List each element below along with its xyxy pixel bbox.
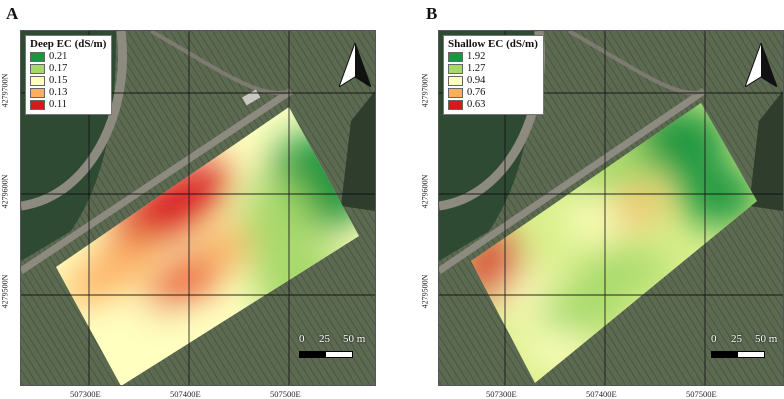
map-panel-a[interactable]: Deep EC (dS/m) 0.21 0.17 0.15 0.13 0.11 … (20, 30, 376, 386)
legend-swatch (30, 88, 45, 98)
legend-title: Shallow EC (dS/m) (448, 38, 538, 50)
scale-bar (711, 351, 765, 358)
legend-swatch (30, 52, 45, 62)
y-tick-label: 4279500N (0, 274, 10, 309)
scale-labels: 0 25 50 m (299, 333, 369, 347)
y-tick-label: 4279600N (0, 174, 10, 209)
north-arrow-icon (339, 43, 371, 87)
legend-swatch (448, 76, 463, 86)
x-tick-label: 507500E (270, 389, 301, 399)
y-tick-label: 4279500N (420, 274, 430, 309)
legend-label: 1.27 (467, 63, 486, 74)
x-tick-label: 507300E (70, 389, 101, 399)
legend-label: 0.11 (49, 99, 67, 110)
legend-label: 0.21 (49, 51, 68, 62)
legend-item: 1.27 (448, 63, 538, 75)
map-panel-b[interactable]: Shallow EC (dS/m) 1.92 1.27 0.94 0.76 0.… (438, 30, 784, 386)
north-arrow-icon (745, 43, 777, 87)
legend-swatch (448, 88, 463, 98)
legend-a: Deep EC (dS/m) 0.21 0.17 0.15 0.13 0.11 (25, 35, 113, 115)
scale-label-end: 50 m (343, 333, 366, 345)
legend-swatch (30, 64, 45, 74)
legend-title: Deep EC (dS/m) (30, 38, 107, 50)
y-tick-label: 4279700N (420, 73, 430, 108)
legend-label: 0.63 (467, 99, 486, 110)
x-tick-label: 507300E (486, 389, 517, 399)
x-tick-label: 507400E (170, 389, 201, 399)
legend-item: 0.63 (448, 99, 538, 111)
legend-b: Shallow EC (dS/m) 1.92 1.27 0.94 0.76 0.… (443, 35, 544, 115)
legend-label: 1.92 (467, 51, 486, 62)
legend-label: 0.17 (49, 63, 68, 74)
legend-item: 0.13 (30, 87, 106, 99)
legend-swatch (448, 52, 463, 62)
legend-swatch (30, 100, 45, 110)
scale-label-end: 50 m (755, 333, 778, 345)
legend-label: 0.76 (467, 87, 486, 98)
x-tick-label: 507400E (586, 389, 617, 399)
scale-label-mid: 25 (731, 333, 742, 345)
satellite-map-a (21, 31, 375, 385)
y-tick-label: 4279600N (420, 174, 430, 209)
x-tick-label: 507500E (686, 389, 717, 399)
scale-bar (299, 351, 353, 358)
satellite-map-b (439, 31, 783, 385)
legend-swatch (30, 76, 45, 86)
scale-label-zero: 0 (711, 333, 717, 345)
legend-item: 1.92 (448, 51, 538, 63)
scale-labels: 0 25 50 m (711, 333, 781, 347)
y-tick-label: 4279700N (0, 73, 10, 108)
legend-item: 0.11 (30, 99, 106, 111)
legend-item: 0.15 (30, 75, 106, 87)
legend-label: 0.94 (467, 75, 486, 86)
legend-label: 0.13 (49, 87, 68, 98)
panel-label-a: A (6, 4, 19, 23)
scale-label-zero: 0 (299, 333, 305, 345)
legend-item: 0.21 (30, 51, 106, 63)
legend-swatch (448, 64, 463, 74)
legend-item: 0.17 (30, 63, 106, 75)
legend-swatch (448, 100, 463, 110)
legend-item: 0.76 (448, 87, 538, 99)
panel-label-b: B (426, 4, 438, 23)
scale-label-mid: 25 (319, 333, 330, 345)
legend-item: 0.94 (448, 75, 538, 87)
legend-label: 0.15 (49, 75, 68, 86)
